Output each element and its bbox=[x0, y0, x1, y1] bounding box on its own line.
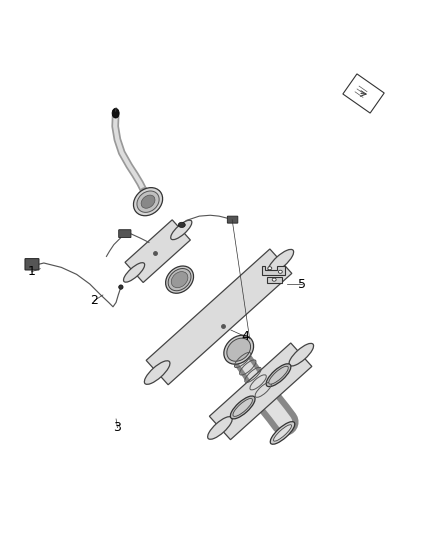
Ellipse shape bbox=[289, 343, 314, 366]
Ellipse shape bbox=[124, 263, 145, 282]
Ellipse shape bbox=[145, 361, 170, 384]
Polygon shape bbox=[343, 74, 384, 113]
FancyBboxPatch shape bbox=[25, 259, 39, 270]
Polygon shape bbox=[209, 343, 312, 440]
Ellipse shape bbox=[171, 272, 188, 288]
Text: 3: 3 bbox=[113, 421, 121, 434]
Ellipse shape bbox=[112, 108, 119, 118]
Ellipse shape bbox=[268, 249, 293, 273]
FancyBboxPatch shape bbox=[227, 216, 238, 223]
Ellipse shape bbox=[270, 422, 295, 444]
Text: 4: 4 bbox=[241, 330, 249, 343]
Polygon shape bbox=[146, 249, 292, 385]
Polygon shape bbox=[267, 277, 282, 283]
Ellipse shape bbox=[168, 269, 191, 291]
Text: 5: 5 bbox=[298, 278, 306, 290]
Ellipse shape bbox=[279, 270, 282, 273]
Text: 2: 2 bbox=[90, 294, 98, 307]
Ellipse shape bbox=[119, 285, 123, 289]
Text: 1: 1 bbox=[28, 265, 35, 278]
Ellipse shape bbox=[230, 396, 255, 419]
Ellipse shape bbox=[269, 366, 288, 384]
Ellipse shape bbox=[166, 266, 194, 293]
Ellipse shape bbox=[266, 364, 291, 386]
Ellipse shape bbox=[227, 338, 251, 361]
Ellipse shape bbox=[272, 278, 276, 281]
Ellipse shape bbox=[268, 266, 272, 270]
Polygon shape bbox=[262, 265, 285, 275]
Ellipse shape bbox=[233, 399, 252, 416]
Ellipse shape bbox=[273, 425, 292, 441]
Ellipse shape bbox=[178, 222, 185, 228]
Ellipse shape bbox=[137, 191, 159, 212]
Ellipse shape bbox=[224, 335, 254, 364]
Ellipse shape bbox=[171, 220, 192, 240]
Ellipse shape bbox=[141, 195, 155, 208]
Ellipse shape bbox=[134, 188, 162, 216]
FancyBboxPatch shape bbox=[119, 230, 131, 238]
Ellipse shape bbox=[208, 417, 232, 439]
Polygon shape bbox=[125, 220, 191, 282]
